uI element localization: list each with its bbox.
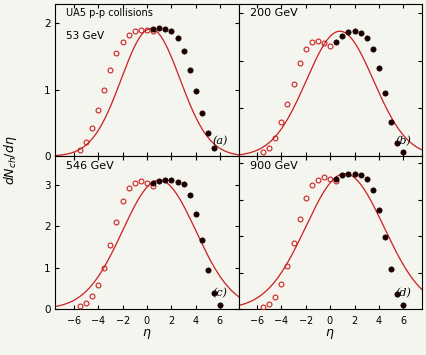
Text: 900 GeV: 900 GeV <box>250 161 297 171</box>
Text: $dN_{ch}/d\eta$: $dN_{ch}/d\eta$ <box>2 135 19 185</box>
Text: UA5 p-p collisions: UA5 p-p collisions <box>66 8 153 18</box>
Text: 53 GeV: 53 GeV <box>66 31 104 41</box>
Text: (a): (a) <box>213 136 228 146</box>
Text: (b): (b) <box>395 136 412 146</box>
X-axis label: $\eta$: $\eta$ <box>142 327 152 341</box>
Text: (c): (c) <box>213 288 228 299</box>
Text: 546 GeV: 546 GeV <box>66 161 114 171</box>
Text: 200 GeV: 200 GeV <box>250 8 297 18</box>
Text: (d): (d) <box>395 288 412 299</box>
X-axis label: $\eta$: $\eta$ <box>325 327 335 341</box>
